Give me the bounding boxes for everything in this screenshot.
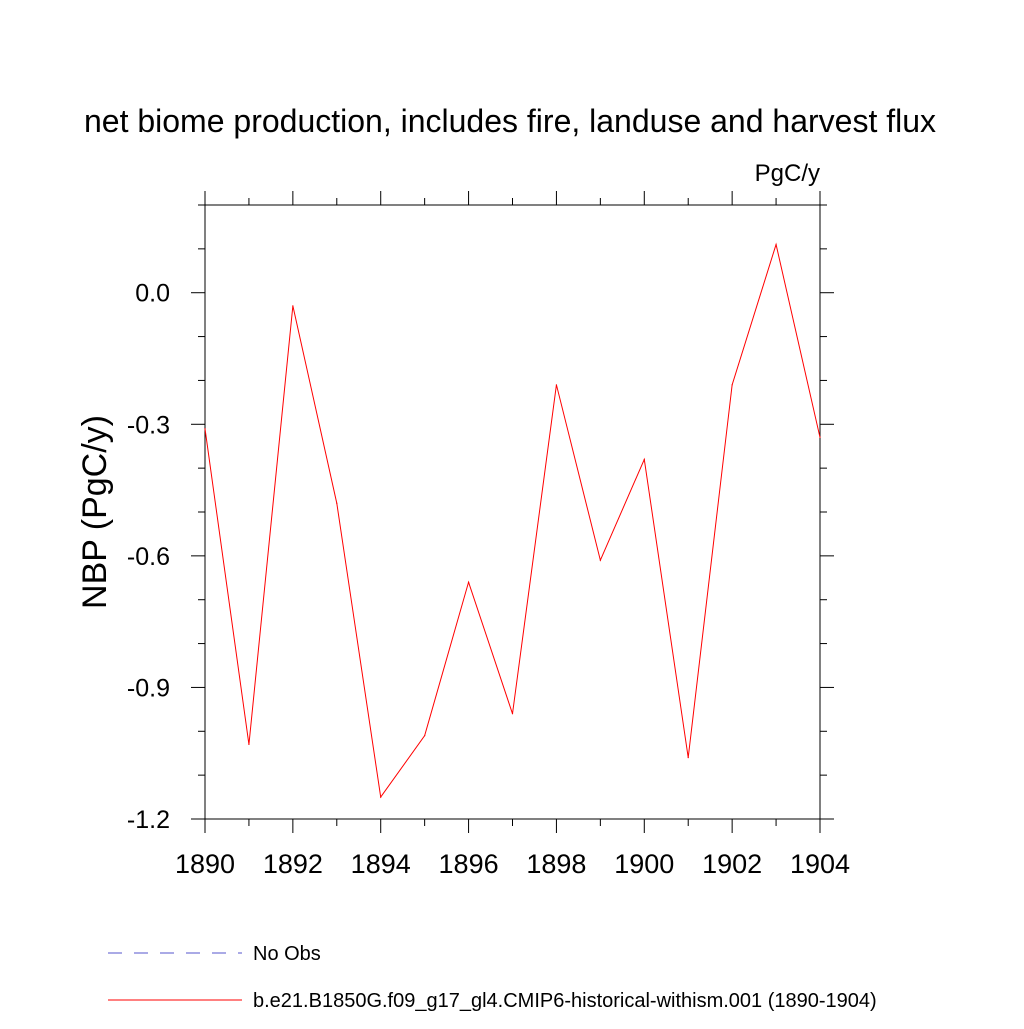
data-point: [424, 735, 426, 737]
data-point: [467, 581, 470, 583]
data-point: [511, 713, 514, 715]
data-point: [336, 502, 338, 504]
data-point: [204, 428, 206, 430]
data-point: [380, 796, 382, 798]
data-point: [775, 243, 777, 246]
data-point: [555, 384, 558, 386]
y-tick-label: -0.9: [127, 674, 170, 702]
y-tick-label: -1.2: [127, 806, 170, 834]
x-tick-label: 1894: [351, 849, 411, 879]
legend-label-no-obs: No Obs: [253, 943, 321, 965]
y-tick-label: 0.0: [135, 280, 170, 308]
data-point: [731, 384, 733, 386]
units-label: PgC/y: [755, 160, 820, 187]
data-point: [819, 436, 821, 439]
x-tick-label: 1902: [702, 849, 762, 879]
plot-frame: [204, 204, 821, 820]
data-point: [248, 743, 250, 746]
data-point: [292, 305, 294, 307]
legend: No Obs b.e21.B1850G.f09_g17_gl4.CMIP6-hi…: [108, 943, 877, 1012]
tick-labels: 1890 1892 1894 1896 1898 1900 1902 1904 0.0 -0.3 -…: [127, 280, 850, 879]
x-tick-label: 1900: [614, 849, 674, 879]
axis-ticks: [191, 191, 834, 833]
y-axis-label: NBP (PgC/y): [76, 415, 114, 609]
y-tick-label: -0.3: [127, 411, 170, 439]
x-tick-label: 1890: [175, 849, 235, 879]
y-tick-label: -0.6: [127, 543, 170, 571]
x-tick-label: 1896: [439, 849, 499, 879]
x-tick-label: 1904: [790, 849, 850, 879]
data-point: [643, 458, 645, 460]
data-point: [599, 559, 601, 561]
legend-label-model-run: b.e21.B1850G.f09_g17_gl4.CMIP6-historica…: [253, 990, 877, 1012]
x-tick-label: 1892: [263, 849, 323, 879]
data-point: [687, 757, 689, 759]
series-layer: [204, 242, 821, 799]
chart-title: net biome production, includes fire, lan…: [84, 103, 936, 139]
x-tick-label: 1898: [526, 849, 586, 879]
